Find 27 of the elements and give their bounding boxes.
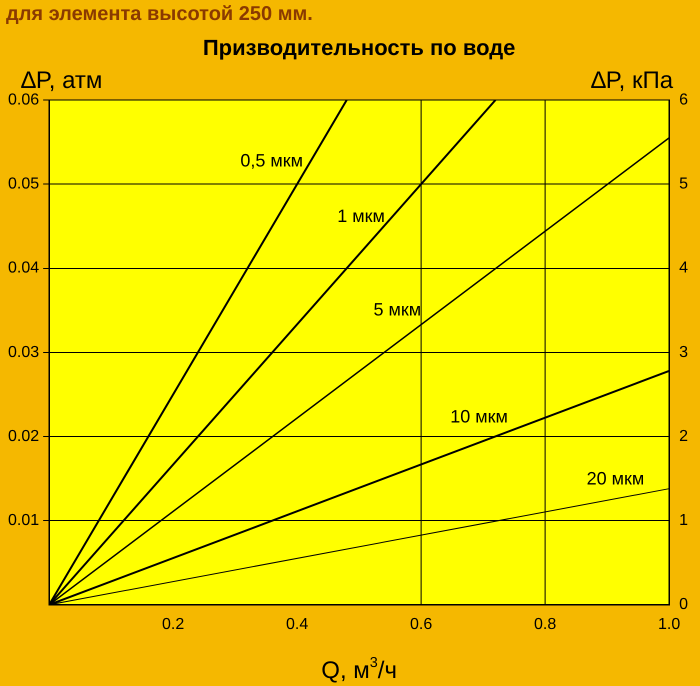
y-tick-label: 0.05	[8, 176, 40, 193]
y2-tick-label: 6	[679, 91, 688, 108]
y-tick-label: 0.02	[8, 428, 40, 445]
chart-title: Призводительность по воде	[202, 35, 516, 60]
x-tick-label: 0.2	[162, 616, 184, 633]
y2-tick-label: 3	[679, 344, 688, 361]
y-tick-label: 0.04	[8, 260, 40, 277]
series-label: 0,5 мкм	[240, 150, 304, 171]
y-tick-label: 0.01	[8, 512, 40, 530]
series-label: 20 мкм	[586, 468, 644, 488]
series-label: 10 мкм	[450, 406, 508, 427]
y2-tick-label: 5	[679, 176, 688, 193]
y2-tick-label: 1	[679, 512, 688, 530]
y2-axis-title: ∆P, кПа	[591, 67, 674, 94]
y2-tick-label: 2	[679, 428, 688, 445]
x-tick-label: 1.0	[658, 616, 680, 633]
series-label: 5 мкм	[373, 300, 422, 320]
x-tick-label: 0.4	[286, 616, 308, 633]
y2-tick-label: 0	[679, 596, 688, 614]
x-tick-label: 0.6	[410, 616, 432, 633]
x-tick-label: 0.8	[534, 616, 556, 633]
y-axis-title: ∆P, атм	[21, 67, 102, 94]
y2-tick-label: 4	[679, 260, 688, 277]
y-tick-label: 0.03	[8, 344, 40, 361]
text: для элемента высотой 250 мм.	[6, 3, 313, 25]
y-tick-label: 0.06	[8, 91, 40, 108]
series-label: 1 мкм	[337, 206, 385, 226]
